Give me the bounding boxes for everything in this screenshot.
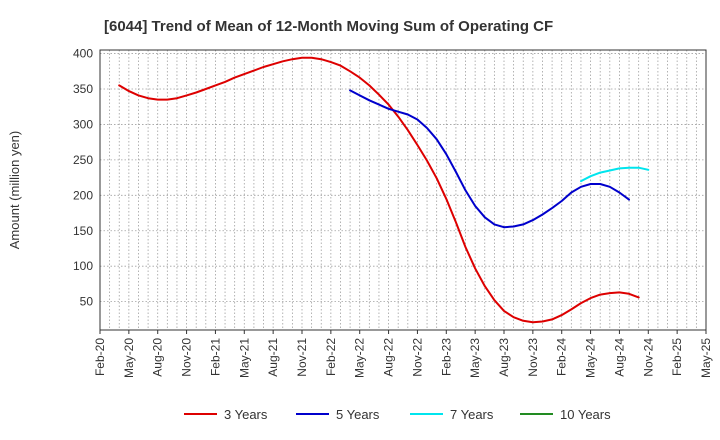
x-tick-label: Feb-20 [93,338,107,376]
x-tick-label: May-22 [353,338,367,378]
series-line-0 [118,56,640,324]
y-tick-label: 50 [80,295,94,309]
x-tick-label: Feb-21 [208,338,222,376]
x-tick-label: May-23 [468,338,482,378]
x-tick-label: May-20 [122,338,136,378]
x-tick-label: May-24 [584,338,598,378]
x-tick-label: Nov-22 [410,338,424,377]
x-tick-label: Feb-25 [670,338,684,376]
legend-label: 5 Years [336,407,380,422]
y-tick-label: 150 [73,224,93,238]
legend-label: 10 Years [560,407,611,422]
plot-area [99,49,707,331]
x-tick-label: May-21 [237,338,251,378]
x-tick-label: May-25 [699,338,713,378]
y-tick-label: 200 [73,188,93,202]
y-tick-label: 100 [73,259,93,273]
grid [100,50,706,330]
y-tick-label: 300 [73,117,93,131]
series-line-1 [349,89,630,229]
x-tick-label: Aug-21 [266,338,280,377]
y-axis-ticks: 50 100 150 200 250 300 350 400 [73,47,93,309]
series-layer [118,56,650,324]
legend: 3 Years 5 Years 7 Years 10 Years [184,407,611,422]
legend-label: 7 Years [450,407,494,422]
y-tick-label: 350 [73,82,93,96]
x-tick-label: Feb-24 [555,338,569,376]
y-axis-label: Amount (million yen) [7,131,22,250]
x-tick-label: Aug-22 [382,338,396,377]
x-tick-label: Nov-21 [295,338,309,377]
x-tick-label: Aug-24 [612,338,626,377]
series-line-2 [580,166,650,183]
x-tick-label: Feb-22 [324,338,338,376]
x-tick-label: Nov-20 [180,338,194,377]
y-tick-label: 400 [73,47,93,61]
x-tick-label: Nov-24 [641,338,655,377]
y-tick-label: 250 [73,153,93,167]
chart-title: [6044] Trend of Mean of 12-Month Moving … [104,18,553,35]
x-tick-label: Aug-20 [151,338,165,377]
x-tick-label: Aug-23 [497,338,511,377]
x-tick-label: Feb-23 [439,338,453,376]
x-tick-label: Nov-23 [526,338,540,377]
x-axis-ticks: Feb-20 May-20 Aug-20 Nov-20 Feb-21 May-21 Aug-… [93,330,713,378]
legend-label: 3 Years [224,407,268,422]
